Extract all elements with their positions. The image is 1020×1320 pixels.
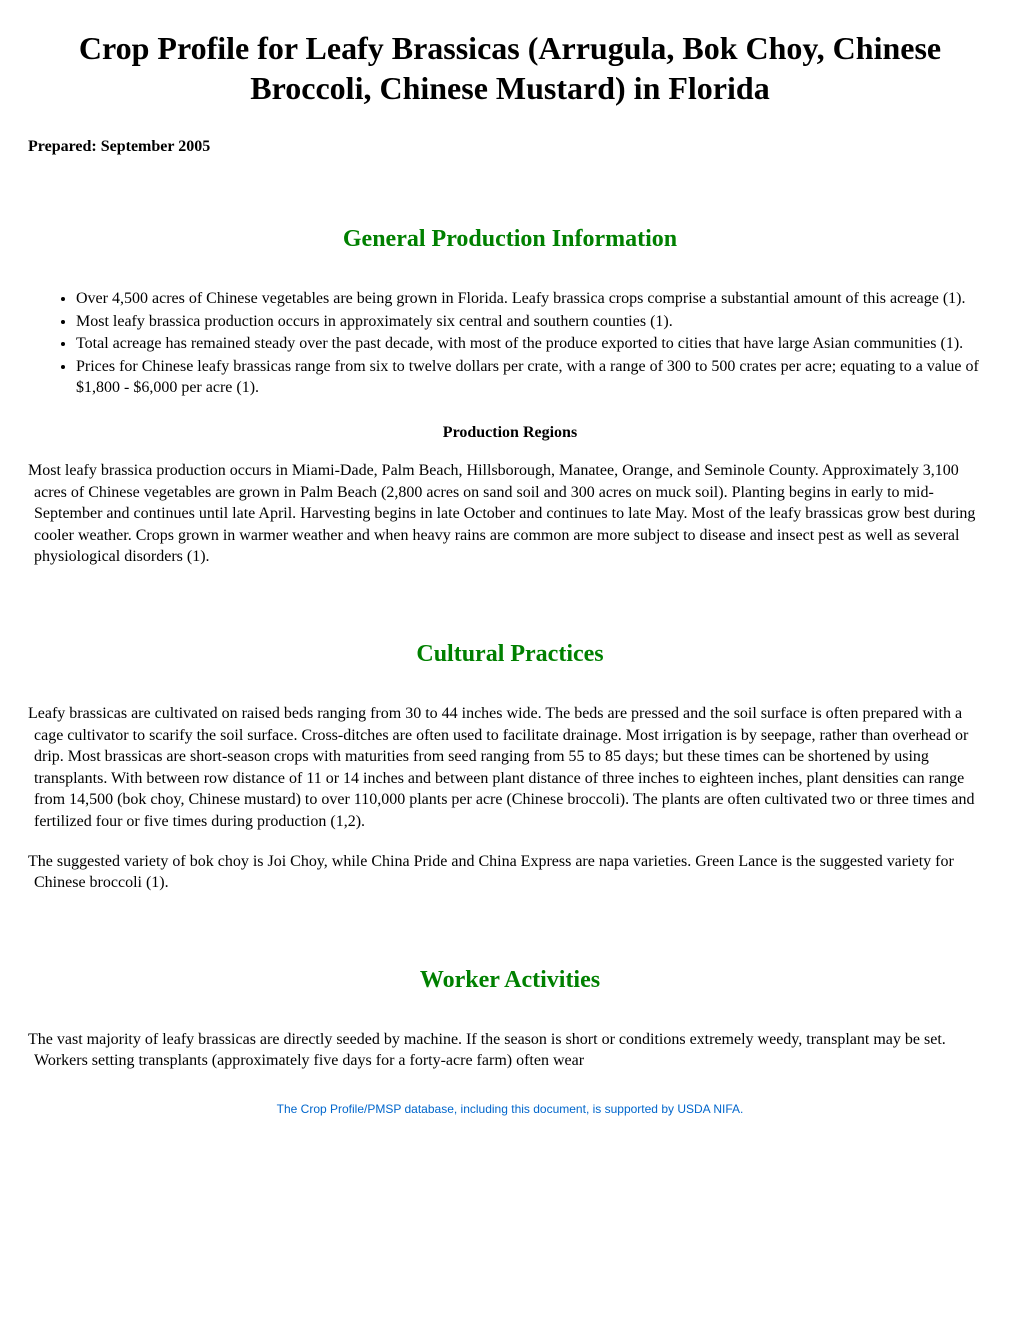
cultural-practices-paragraph-1: Leafy brassicas are cultivated on raised… [28,703,992,833]
production-regions-paragraph: Most leafy brassica production occurs in… [28,460,992,568]
production-bullets: Over 4,500 acres of Chinese vegetables a… [28,288,992,399]
page-title: Crop Profile for Leafy Brassicas (Arrugu… [28,28,992,108]
list-item: Over 4,500 acres of Chinese vegetables a… [76,288,992,310]
section-heading-general-production: General Production Information [28,226,992,253]
list-item: Most leafy brassica production occurs in… [76,311,992,333]
section-heading-cultural-practices: Cultural Practices [28,641,992,668]
worker-activities-paragraph: The vast majority of leafy brassicas are… [28,1029,992,1072]
list-item: Prices for Chinese leafy brassicas range… [76,356,992,399]
subheading-production-regions: Production Regions [28,424,992,442]
footer-text: The Crop Profile/PMSP database, includin… [28,1102,992,1116]
prepared-date: Prepared: September 2005 [28,138,992,156]
list-item: Total acreage has remained steady over t… [76,333,992,355]
section-heading-worker-activities: Worker Activities [28,967,992,994]
cultural-practices-paragraph-2: The suggested variety of bok choy is Joi… [28,851,992,894]
